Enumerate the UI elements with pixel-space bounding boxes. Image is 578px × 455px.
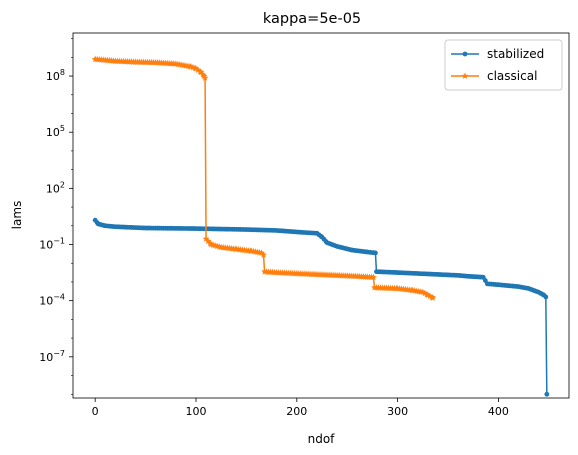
- data-point-stabilized: [543, 294, 549, 300]
- legend-box: [444, 39, 563, 91]
- data-point-stabilized: [544, 391, 550, 397]
- legend-marker-stabilized: [462, 51, 468, 57]
- series-line-stabilized: [94, 219, 548, 395]
- x-axis-label: ndof: [308, 432, 336, 446]
- x-tick-label: 200: [286, 405, 307, 418]
- y-tick-label: 10−4: [39, 293, 65, 308]
- x-tick-label: 100: [185, 405, 206, 418]
- legend-label-classical: classical: [487, 69, 537, 83]
- series-line-classical: [95, 58, 434, 299]
- data-point-classical: [429, 294, 437, 301]
- y-tick-label: 108: [46, 68, 65, 83]
- y-tick-label: 10−1: [39, 237, 65, 252]
- data-point-stabilized: [373, 250, 378, 256]
- legend: stabilized classical: [444, 39, 563, 91]
- plot-frame: [72, 32, 570, 399]
- y-axis-label: lams: [10, 201, 24, 230]
- x-tick-label: 0: [92, 405, 99, 418]
- data-point-classical: [260, 251, 267, 258]
- data-point-classical: [201, 74, 209, 81]
- series-stabilized: [92, 217, 550, 397]
- legend-marker-classical: [461, 72, 469, 79]
- x-tick-label: 300: [387, 405, 408, 418]
- data-point-classical: [370, 273, 377, 281]
- chart-title: kappa=5e-05: [263, 11, 361, 27]
- y-tick-label: 102: [46, 180, 65, 195]
- axis-ticks: 0 100 200 300 400 108 105 102 10−1 10−4 10−7: [39, 38, 509, 418]
- y-tick-label: 105: [46, 124, 65, 139]
- legend-label-stabilized: stabilized: [487, 47, 544, 61]
- plot-series: [91, 55, 550, 397]
- y-tick-label: 10−7: [39, 349, 65, 364]
- series-classical: [91, 55, 437, 301]
- x-tick-label: 400: [488, 405, 509, 418]
